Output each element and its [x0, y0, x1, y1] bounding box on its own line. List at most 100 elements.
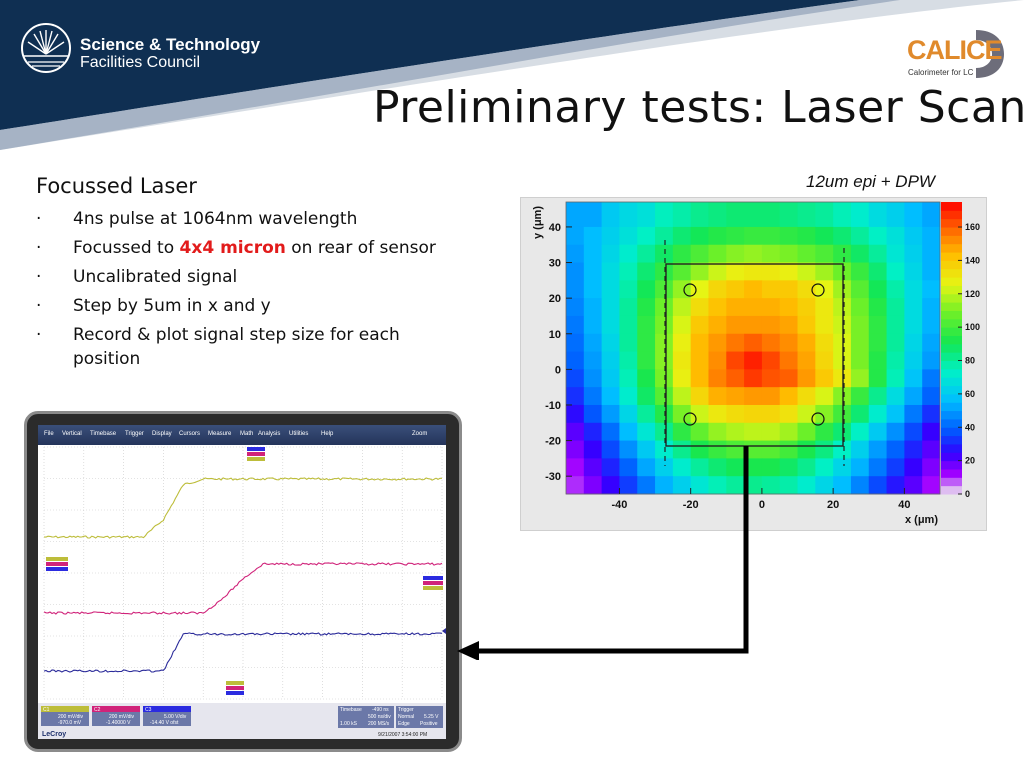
pixel-outline	[665, 263, 844, 447]
scope-menu-analysis[interactable]: Analysis	[258, 431, 281, 437]
scope-ch1-offset: -970.0 mV	[58, 720, 82, 726]
heatmap-cell	[601, 387, 620, 406]
heatmap-cell	[868, 404, 888, 424]
heatmap-cell	[761, 333, 781, 353]
calice-text: CALICE	[907, 35, 1002, 65]
scope-trigger-type: Edge	[398, 721, 410, 727]
bullet-item: · Uncalibrated signal	[36, 265, 466, 289]
colorbar-segment	[941, 402, 962, 412]
heatmap-cell	[761, 244, 781, 264]
heatmap-cell	[779, 298, 799, 317]
heatmap-cell	[833, 458, 852, 477]
heatmap-cell	[833, 369, 852, 388]
heatmap-cell	[744, 351, 763, 370]
scope-menu-math[interactable]: Math	[240, 431, 254, 437]
heatmap-cell	[583, 387, 603, 406]
scope-timebase-label: Timebase	[340, 707, 362, 713]
heatmap-cell	[690, 458, 709, 477]
heatmap-chart: -40 -20 0 20 40 -30 -20 -10 0 10 20 30 40 x (μm) y (μm…	[532, 201, 980, 526]
colorbar-segment	[941, 452, 962, 462]
scope-trace-c2	[43, 562, 443, 615]
heatmap-cell	[744, 387, 763, 406]
heatmap-cell	[619, 440, 638, 459]
colorbar-segment	[941, 393, 962, 403]
heatmap-cell	[708, 262, 727, 281]
heatmap-cell	[726, 422, 745, 442]
colorbar-tick-label: 20	[965, 456, 975, 466]
heatmap-cell	[779, 387, 799, 406]
heatmap-cell	[708, 351, 727, 370]
heatmap-cell	[922, 244, 941, 264]
heatmap-cell	[655, 458, 674, 477]
scope-trigger-label: Trigger	[398, 707, 414, 713]
heatmap-cell	[619, 387, 638, 406]
heatmap-cell	[922, 404, 941, 424]
heatmap-cell	[868, 262, 888, 281]
colorbar-segment	[941, 443, 962, 453]
colorbar-segment	[941, 268, 962, 278]
heatmap-cell	[708, 458, 727, 477]
scope-trace-c3	[43, 632, 443, 673]
heatmap-cell	[797, 226, 816, 246]
scope-timebase-value: -490 ns	[372, 707, 389, 713]
heatmap-cell	[637, 369, 656, 388]
heatmap-cell	[637, 440, 656, 459]
colorbar-segment	[941, 352, 962, 362]
heatmap-cell	[850, 440, 870, 459]
heatmap-cell	[619, 226, 638, 246]
colorbar-segment	[941, 460, 962, 470]
y-tick-label: 10	[549, 329, 561, 341]
heatmap-cell	[833, 298, 852, 317]
colorbar-segment	[941, 485, 962, 495]
panel-title: Focussed Laser	[36, 174, 197, 198]
colorbar-segment	[941, 285, 962, 295]
heatmap-cell	[690, 262, 709, 281]
heatmap-cell	[761, 369, 781, 388]
bullet-glyph: ·	[36, 267, 42, 287]
heatmap-cell	[886, 458, 905, 477]
scope-menu-cursors[interactable]: Cursors	[179, 431, 201, 437]
scope-timebase-samples: 1.00 kS	[340, 721, 358, 727]
scope-menu-utilities[interactable]: Utilities	[289, 431, 309, 437]
scope-menu-display[interactable]: Display	[152, 431, 172, 437]
heatmap-cell	[815, 387, 834, 406]
heatmap-cell	[726, 458, 745, 477]
scope-menu-trigger[interactable]: Trigger	[125, 431, 144, 437]
y-tick-label: 40	[549, 222, 561, 234]
heatmap-cell	[601, 440, 620, 459]
heatmap-cell	[761, 458, 781, 477]
heatmap-cell	[637, 315, 656, 335]
header-band	[0, 0, 1024, 150]
scope-menu-timebase[interactable]: Timebase	[90, 431, 117, 437]
heatmap-cell	[868, 369, 888, 388]
heatmap-cell	[904, 315, 923, 335]
heatmap-cell	[868, 202, 888, 228]
colorbar-segment	[941, 377, 962, 387]
heatmap-cell	[566, 226, 585, 246]
heatmap-cell	[833, 262, 852, 281]
heatmap-cell	[815, 422, 834, 442]
heatmap-cell	[601, 351, 620, 370]
scope-menu-vertical[interactable]: Vertical	[62, 431, 82, 437]
heatmap-cell	[815, 244, 834, 264]
heatmap-cell	[583, 476, 603, 495]
heatmap-cell	[850, 262, 870, 281]
scope-ch1-vdiv: 200 mV/div	[58, 714, 84, 720]
heatmap-cell	[690, 226, 709, 246]
heatmap-cell	[708, 226, 727, 246]
scope-menu-measure[interactable]: Measure	[208, 431, 232, 437]
heatmap-cell	[761, 404, 781, 424]
heatmap-cell	[601, 476, 620, 495]
heatmap-cell	[655, 369, 674, 388]
heatmap-cell	[726, 351, 745, 370]
scope-menu-file[interactable]: File	[44, 431, 54, 437]
bullet-list: · 4ns pulse at 1064nm wavelength · Focusse…	[36, 207, 466, 376]
heatmap-cell	[850, 226, 870, 246]
heatmap-cell	[566, 262, 585, 281]
heatmap-cell	[637, 226, 656, 246]
heatmap-cell	[922, 280, 941, 299]
scope-menu-help[interactable]: Help	[321, 431, 334, 437]
scope-menu-zoom[interactable]: Zoom	[412, 431, 428, 437]
heatmap-cell	[886, 476, 905, 495]
heatmap-cell	[761, 422, 781, 442]
